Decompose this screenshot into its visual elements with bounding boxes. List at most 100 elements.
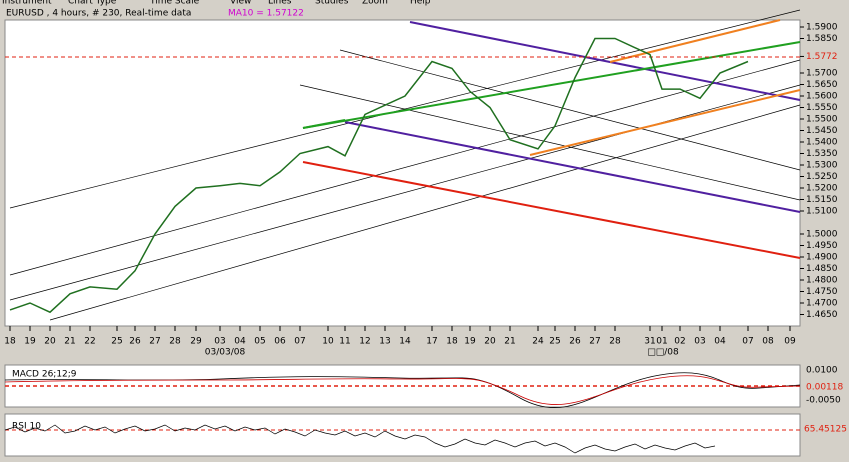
date-label: 17: [426, 337, 437, 347]
date-label: 09: [784, 337, 796, 347]
date-label: 13: [379, 337, 390, 347]
price-label: 1.4900: [806, 253, 838, 263]
date-label: 29: [190, 337, 202, 347]
ma-info: MA10 = 1.57122: [228, 9, 304, 19]
price-label: 1.5400: [806, 138, 838, 148]
trend-line: [9, 59, 801, 276]
date-label: 20: [484, 337, 496, 347]
menu-item[interactable]: Studies: [315, 0, 349, 7]
trend-line: [49, 104, 801, 321]
date-label: 22: [84, 337, 95, 347]
channel-line: [344, 121, 801, 213]
date-label: 11: [339, 337, 350, 347]
price-label: 1.4800: [806, 276, 838, 286]
date-label: 27: [589, 337, 600, 347]
date-label: 14: [399, 337, 411, 347]
price-label: 1.5650: [806, 80, 838, 90]
date-label: 18: [446, 337, 458, 347]
date-label: 03: [214, 337, 225, 347]
date-label: 07: [294, 337, 305, 347]
price-label: 1.5700: [806, 69, 838, 79]
macd-axis-label: 0.0100: [806, 366, 838, 376]
date-label: 06: [274, 337, 286, 347]
price-label: 1.5000: [806, 230, 838, 240]
date-label: 12: [359, 337, 370, 347]
date-label: 03: [694, 337, 705, 347]
labels: Instrument Chart Type Time Scale View Lines S…: [2, 0, 847, 435]
date-label: 18: [4, 337, 16, 347]
date-label: 24: [532, 337, 544, 347]
price-label: 1.5150: [806, 195, 838, 205]
channel-line: [302, 161, 801, 259]
date-label: 01: [656, 337, 667, 347]
rsi-line: [4, 424, 716, 454]
date-label: 05: [254, 337, 265, 347]
date-label: 08: [762, 337, 774, 347]
date-label: 19: [24, 337, 36, 347]
price-panel: [4, 19, 801, 327]
channel-line: [409, 21, 801, 101]
price-label: 1.4750: [806, 287, 838, 297]
menu-item[interactable]: Help: [410, 0, 431, 7]
macd-label: MACD 26;12;9: [12, 370, 77, 380]
price-label: 1.4700: [806, 299, 838, 309]
date-label: 21: [64, 337, 75, 347]
macd-axis-label: -0.0050: [806, 396, 841, 406]
macd-panel: [4, 364, 801, 408]
price-label: 1.5200: [806, 184, 838, 194]
date-label: 28: [169, 337, 181, 347]
price-label: 1.5550: [806, 103, 838, 113]
price-label: 1.5500: [806, 115, 838, 125]
price-label: 1.5100: [806, 207, 838, 217]
rsi-panel: [4, 413, 801, 457]
date-label: 04: [714, 337, 726, 347]
menu-item[interactable]: Chart Type: [68, 0, 117, 7]
date-label: 28: [609, 337, 621, 347]
month-label: 03/03/08: [205, 348, 246, 358]
date-label: 26: [129, 337, 141, 347]
date-label: 26: [569, 337, 581, 347]
date-label: 10: [322, 337, 334, 347]
date-label: 25: [111, 337, 122, 347]
price-label: 1.5850: [806, 34, 838, 44]
price-label: 1.5772: [806, 52, 838, 62]
menu-item[interactable]: Lines: [268, 0, 292, 7]
channel-line: [529, 89, 801, 156]
price-label: 1.5900: [806, 23, 838, 33]
price-label: 1.5350: [806, 149, 838, 159]
date-label: 25: [549, 337, 560, 347]
menu-item[interactable]: View: [230, 0, 251, 7]
channel-line: [302, 41, 801, 129]
date-label: 20: [44, 337, 56, 347]
rsi-axis-label: 65.45125: [804, 425, 847, 435]
drawn-lines: [4, 9, 801, 454]
menu-item[interactable]: Time Scale: [149, 0, 200, 7]
date-label: 19: [464, 337, 476, 347]
price-label: 1.5600: [806, 92, 838, 102]
price-label: 1.4850: [806, 264, 838, 274]
price-label: 1.5450: [806, 126, 838, 136]
date-label: 27: [149, 337, 160, 347]
price-label: 1.5300: [806, 161, 838, 171]
price-label: 1.5250: [806, 172, 838, 182]
price-line: [9, 37, 749, 314]
macd-signal: [4, 375, 801, 405]
trend-line: [339, 49, 801, 171]
chart-info: EURUSD , 4 hours, # 230, Real-time data: [6, 9, 191, 19]
channel-line: [302, 119, 346, 129]
month-label: □□/08: [647, 348, 679, 358]
date-label: 07: [742, 337, 753, 347]
date-label: 21: [504, 337, 515, 347]
rsi-label: RSI 10: [12, 422, 41, 432]
date-label: 31: [644, 337, 655, 347]
menu-item[interactable]: Zoom: [362, 0, 388, 7]
trend-line: [299, 84, 801, 201]
price-label: 1.4950: [806, 241, 838, 251]
price-label: 1.4650: [806, 310, 838, 320]
date-label: 04: [234, 337, 246, 347]
date-label: 02: [674, 337, 685, 347]
menu-item[interactable]: Instrument: [2, 0, 52, 7]
channel-line: [609, 19, 781, 63]
